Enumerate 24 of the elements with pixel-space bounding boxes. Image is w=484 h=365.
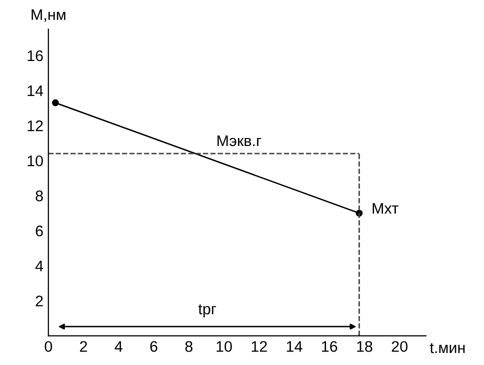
- y-axis-title: M,нм: [32, 9, 66, 22]
- y-tick-label: 16: [28, 50, 43, 62]
- x-tick-label: 10: [216, 341, 232, 352]
- x-tick-label: 2: [80, 341, 87, 352]
- y-tick-label: 2: [36, 296, 43, 306]
- x-tick-label: 0: [44, 341, 52, 352]
- x-tick-label: 6: [150, 341, 158, 352]
- x-axis-title: t.мин: [430, 343, 465, 354]
- annotation: tрг: [198, 304, 216, 318]
- x-tick-label: 16: [322, 341, 338, 352]
- x-tick-label: 8: [185, 341, 192, 352]
- y-tick-label: 14: [28, 86, 44, 96]
- x-tick-label: 4: [114, 341, 122, 352]
- x-tick-label: 20: [392, 341, 408, 352]
- ref-line-label: Мэкв.г: [218, 136, 262, 146]
- y-tick-label: 4: [35, 260, 44, 272]
- y-tick-label: 6: [36, 226, 43, 236]
- y-tick-label: 12: [28, 120, 43, 132]
- x-tick-label: 14: [286, 341, 302, 352]
- y-tick-label: 10: [28, 155, 43, 166]
- x-tick-label: 18: [357, 341, 372, 352]
- annotation: Мхт: [372, 203, 398, 214]
- x-tick-label: 12: [252, 341, 267, 352]
- y-tick-label: 8: [36, 190, 43, 202]
